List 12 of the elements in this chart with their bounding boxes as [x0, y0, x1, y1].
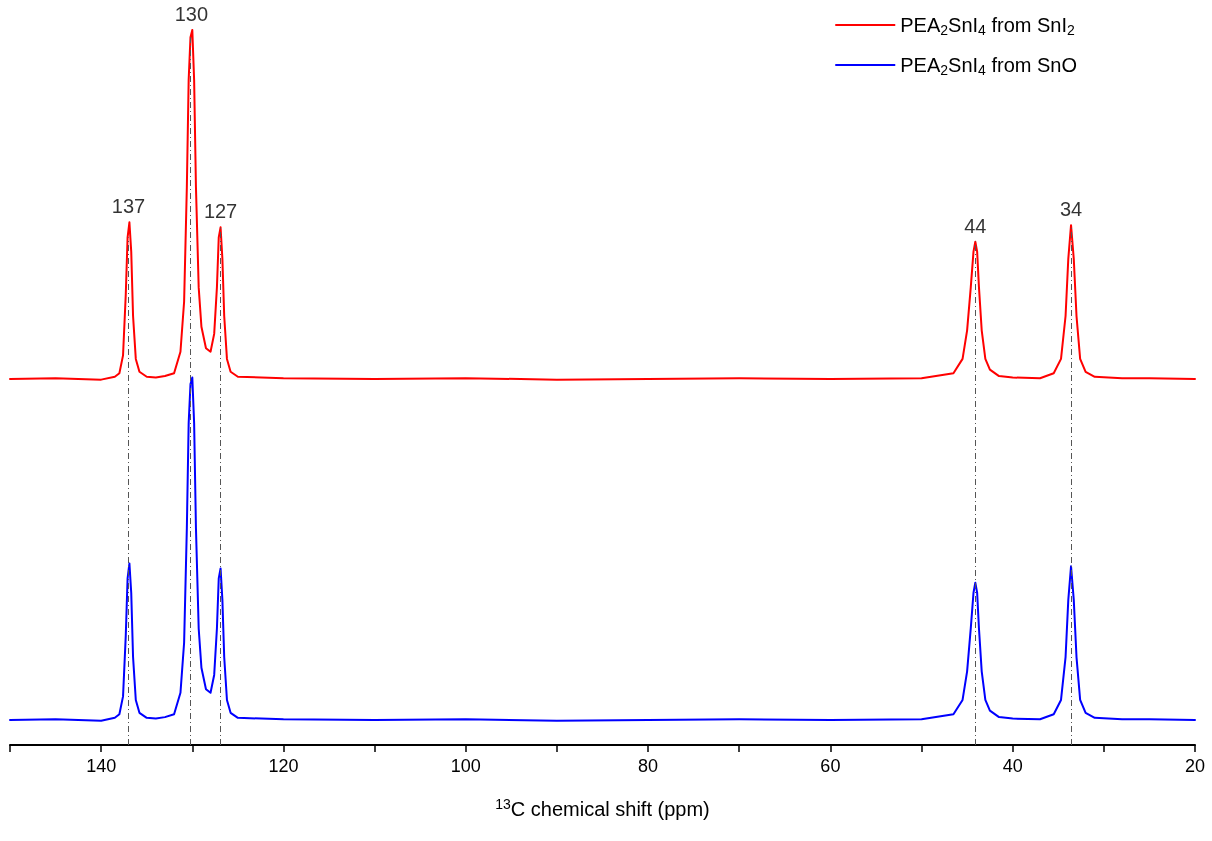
x-tick-label: 60	[820, 756, 841, 776]
annotation: 44	[964, 214, 987, 237]
x-tick-label: 140	[86, 756, 117, 776]
x-tick-label: 100	[450, 756, 481, 776]
x-tick-label: 120	[268, 756, 299, 776]
annotation: 130	[174, 3, 209, 25]
x-tick-label: 20	[1184, 756, 1206, 776]
x-tick-label: 40	[1002, 756, 1023, 776]
annotation: 137	[111, 195, 146, 218]
annotation: 127	[203, 200, 238, 223]
x-tick-label: 80	[638, 756, 659, 776]
annotation: 34	[1059, 198, 1083, 221]
